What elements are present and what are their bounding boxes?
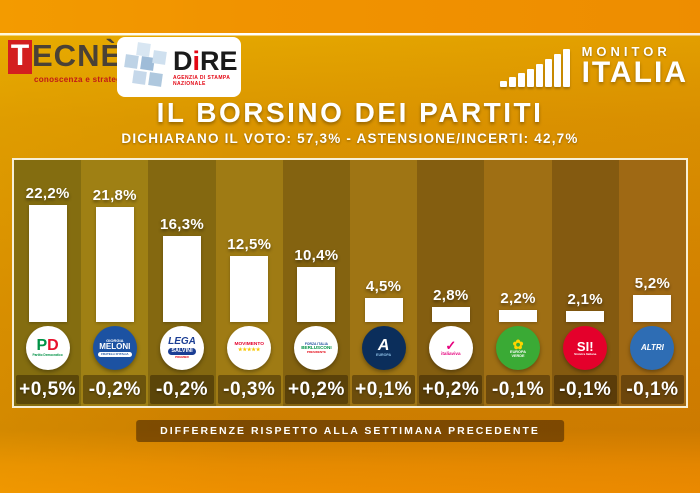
bar-value-label: 2,2% (500, 290, 536, 307)
party-logo: MOVIMENTO ★★★★★ (227, 326, 272, 370)
bar (499, 310, 538, 322)
diff-value: -0,1% (553, 375, 617, 404)
dire-logo-text: DiRE (173, 45, 238, 76)
tecne-logo-t: T (8, 40, 32, 74)
party-logo: ✓ italiaviva (428, 326, 473, 370)
party-logo: LEGA SALVINI PREMIER (160, 326, 204, 370)
bar-value-label: 21,8% (92, 187, 137, 204)
diff-value: -0,2% (150, 375, 214, 404)
party-column: 21,8% GIORGIA MELONI FRATELLI D'ITALIA -0,2% (81, 160, 149, 406)
page-subtitle: DICHIARANO IL VOTO: 57,3% - ASTENSIONE/I… (121, 131, 579, 146)
party-column: 10,4% FORZA ITALIA BERLUSCONI PRESIDENTE +0,… (282, 160, 351, 406)
party-logo: PD Partito Democratico (25, 326, 70, 370)
tecne-logo-text: ECNÈ (32, 38, 123, 73)
chart-footnote: DIFFERENZE RISPETTO ALLA SETTIMANA PRECE… (136, 420, 564, 442)
bar (28, 205, 67, 322)
diff-value: +0,2% (284, 375, 349, 404)
diff-value: +0,5% (16, 375, 80, 404)
bar-value-label: 2,8% (433, 287, 469, 304)
party-column: 22,2% PD Partito Democratico +0,5% (14, 160, 82, 406)
party-logo: A EUROPA (361, 326, 406, 370)
bar-value-label: 22,2% (25, 185, 70, 202)
diff-value: -0,1% (486, 375, 550, 404)
party-logo: FORZA ITALIA BERLUSCONI PRESIDENTE (294, 326, 339, 370)
bar-value-label: 10,4% (294, 247, 339, 264)
diff-value: -0,1% (620, 375, 685, 404)
party-column: 16,3% LEGA SALVINI PREMIER -0,2% (148, 160, 216, 406)
party-column: 5,2% ALTRI -0,1% (618, 160, 687, 406)
bar-value-label: 4,5% (365, 278, 402, 295)
diff-value: -0,2% (83, 375, 147, 404)
party-logo: SI! Sinistra Italiana (563, 326, 608, 370)
bar (297, 267, 336, 322)
monitor-label: MONITOR (581, 44, 671, 59)
party-logo: ALTRI (630, 326, 675, 370)
bar-value-label: 12,5% (227, 236, 272, 253)
party-column: 4,5% A EUROPA +0,1% (350, 160, 418, 406)
bar (95, 207, 134, 322)
bar-value-label: 5,2% (634, 275, 671, 292)
cubes-icon (123, 41, 169, 93)
party-logo: GIORGIA MELONI FRATELLI D'ITALIA (92, 326, 137, 370)
tecne-logo: T ECNÈ ® conoscenza e strategie (8, 40, 130, 84)
bar (163, 236, 201, 322)
dire-tagline: AGENZIA DI STAMPA NAZIONALE (173, 74, 231, 87)
rising-bars-icon (499, 49, 572, 87)
bar (230, 256, 269, 322)
party-bar-chart: 22,2% PD Partito Democratico +0,5% 21,8% GIOR… (12, 158, 688, 408)
bar-value-label: 2,1% (567, 291, 603, 308)
bar (566, 311, 605, 322)
diff-value: +0,1% (352, 375, 416, 404)
italia-label: ITALIA (581, 56, 688, 89)
bar (633, 295, 672, 322)
diff-value: +0,2% (419, 375, 483, 404)
party-column: 2,1% SI! Sinistra Italiana -0,1% (551, 160, 619, 406)
bar (431, 307, 470, 322)
party-column: 12,5% MOVIMENTO ★★★★★ -0,3% (215, 160, 283, 406)
party-column: 2,2% ✿ EUROPA VERDE -0,1% (484, 160, 552, 406)
monitor-italia-logo: MONITOR ITALIA (499, 44, 688, 89)
tecne-tagline: conoscenza e strategie (34, 75, 129, 84)
bar-value-label: 16,3% (159, 216, 205, 233)
party-logo: ✿ EUROPA VERDE (496, 326, 541, 370)
dire-logo: DiRE AGENZIA DI STAMPA NAZIONALE (117, 37, 241, 97)
page-title: IL BORSINO DEI PARTITI (156, 97, 544, 128)
diff-value: -0,3% (217, 375, 281, 404)
bar (364, 298, 403, 322)
party-column: 2,8% ✓ italiaviva +0,2% (417, 160, 485, 406)
